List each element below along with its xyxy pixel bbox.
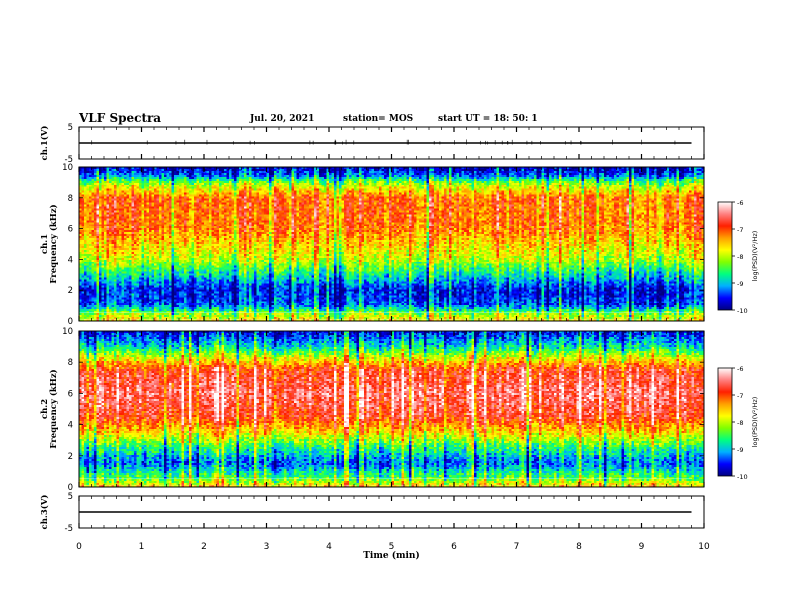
ch2-spectrogram-ytick-label: 8 [68, 358, 73, 368]
colorbar-label: log(PSD)(V²/Hz) [751, 397, 759, 448]
xtick-label: 1 [139, 542, 145, 552]
colorbar-tick-label: -9 [737, 280, 743, 288]
station-label: station= MOS [343, 114, 414, 124]
xtick-label: 4 [326, 542, 332, 552]
colorbar-1 [717, 201, 733, 311]
date-label: Jul. 20, 2021 [250, 114, 315, 124]
ch3-voltage-ylabel: ch.3(V) [39, 495, 50, 530]
ch1-spectrogram-ylabel: Frequency (kHz) [48, 204, 59, 283]
ch1-spectrogram-image [79, 167, 704, 321]
ch2-spectrogram-ytick-label: 6 [68, 389, 73, 399]
colorbar-tick-label: -9 [737, 446, 743, 454]
colorbar-2 [717, 367, 733, 477]
ch2-spectrogram-ytick-label: 0 [68, 483, 73, 493]
xtick-label: 5 [389, 542, 395, 552]
xtick-label: 8 [576, 542, 582, 552]
colorbar-tick-label: -10 [737, 473, 748, 481]
ch1-spectrogram-ytick-label: 0 [68, 317, 73, 327]
colorbar-tick-label: -7 [737, 226, 743, 234]
ch1-spectrogram-ytick-label: 10 [62, 163, 73, 173]
figure-title: VLF Spectra [79, 111, 162, 125]
xtick-label: 6 [451, 542, 457, 552]
xtick-label: 10 [698, 542, 710, 552]
x-axis-label: Time (min) [363, 550, 420, 561]
xtick-label: 2 [201, 542, 207, 552]
ch2-spectrogram-ytick-label: 4 [68, 421, 73, 431]
colorbar-tick-label: -10 [737, 307, 748, 315]
ch1-spectrogram-ytick-label: 6 [68, 225, 73, 235]
ch2-spectrogram-image [79, 331, 704, 487]
ch3-voltage-ytick-label: 5 [68, 492, 73, 502]
ch2-spectrogram-ytick-label: 2 [68, 452, 73, 462]
ch1-voltage-ytick-label: -5 [65, 155, 73, 165]
colorbar-tick-label: -6 [737, 365, 743, 373]
colorbar-tick-label: -7 [737, 392, 743, 400]
colorbar-label: log(PSD)(V²/Hz) [751, 231, 759, 282]
ch1-spectrogram-ytick-label: 2 [68, 286, 73, 296]
ch2-spectrogram-ylabel: Frequency (kHz) [48, 369, 59, 448]
start-time-label: start UT = 18: 50: 1 [438, 114, 538, 124]
xtick-label: 7 [514, 542, 520, 552]
colorbar-tick-label: -8 [737, 253, 743, 261]
xtick-label: 0 [76, 542, 82, 552]
colorbar-tick-label: -8 [737, 419, 743, 427]
xtick-label: 9 [639, 542, 645, 552]
ch1-spectrogram-ytick-label: 4 [68, 255, 73, 265]
ch1-voltage-ylabel: ch.1(V) [39, 126, 50, 161]
ch1-spectrogram-ylabel: ch.1 [40, 234, 50, 254]
ch1-spectrogram-ytick-label: 8 [68, 194, 73, 204]
ch2-spectrogram-ylabel: ch.2 [40, 399, 50, 419]
ch3-voltage-ytick-label: -5 [65, 524, 73, 534]
colorbar-tick-label: -6 [737, 199, 743, 207]
ch2-spectrogram-ytick-label: 10 [62, 327, 73, 337]
xtick-label: 3 [264, 542, 270, 552]
ch1-voltage-ytick-label: 5 [68, 123, 73, 133]
